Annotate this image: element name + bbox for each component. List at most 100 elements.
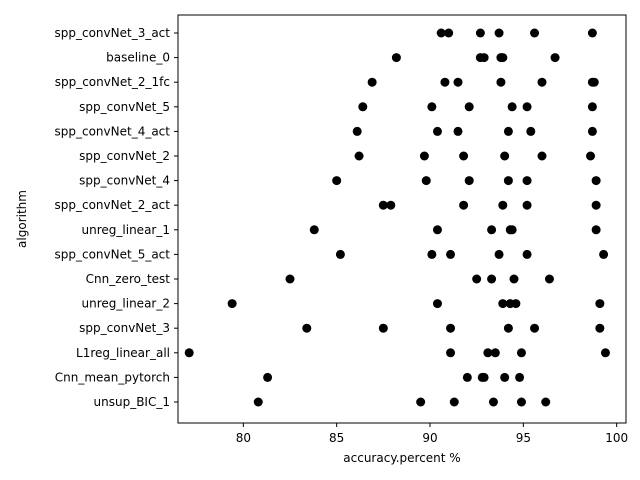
x-axis-ticks: 80 85 90 95 100 bbox=[236, 423, 628, 445]
data-point bbox=[587, 28, 597, 38]
data-point bbox=[479, 372, 489, 382]
x-tick-label: 80 bbox=[236, 431, 251, 445]
data-point bbox=[436, 28, 446, 38]
data-point bbox=[595, 299, 605, 309]
data-point bbox=[522, 102, 532, 112]
data-point bbox=[537, 151, 547, 161]
data-point bbox=[378, 323, 388, 333]
data-point bbox=[354, 151, 364, 161]
plot-background bbox=[178, 15, 626, 423]
y-tick-label: unsup_BIC_1 bbox=[94, 395, 170, 409]
data-point bbox=[522, 200, 532, 210]
x-tick-label: 85 bbox=[329, 431, 344, 445]
data-point bbox=[550, 53, 560, 63]
data-point bbox=[335, 249, 345, 259]
data-point bbox=[440, 77, 450, 87]
data-point bbox=[464, 176, 474, 186]
y-tick-label: L1reg_linear_all bbox=[76, 346, 170, 360]
data-point bbox=[522, 176, 532, 186]
data-point bbox=[599, 249, 609, 259]
data-point bbox=[378, 200, 388, 210]
data-point bbox=[487, 274, 497, 284]
data-point bbox=[498, 299, 508, 309]
y-tick-label: spp_convNet_5 bbox=[79, 100, 170, 114]
data-point bbox=[483, 348, 493, 358]
data-point bbox=[494, 28, 504, 38]
data-point bbox=[421, 176, 431, 186]
data-point bbox=[511, 299, 521, 309]
data-point bbox=[227, 299, 237, 309]
data-point bbox=[509, 274, 519, 284]
data-point bbox=[446, 323, 456, 333]
data-point bbox=[391, 53, 401, 63]
data-point bbox=[472, 274, 482, 284]
y-axis-ticks: spp_convNet_3_act baseline_0 spp_convNet_2… bbox=[55, 26, 178, 409]
x-axis-label: accuracy.percent % bbox=[343, 451, 460, 465]
data-point bbox=[464, 102, 474, 112]
data-point bbox=[432, 126, 442, 136]
y-tick-label: spp_convNet_2_act bbox=[55, 198, 171, 212]
data-point bbox=[475, 28, 485, 38]
y-tick-label: spp_convNet_3_act bbox=[55, 26, 171, 40]
data-point bbox=[494, 249, 504, 259]
data-point bbox=[487, 225, 497, 235]
data-point bbox=[386, 200, 396, 210]
data-point bbox=[496, 77, 506, 87]
y-tick-label: spp_convNet_4_act bbox=[55, 124, 171, 138]
data-point bbox=[541, 397, 551, 407]
data-point bbox=[462, 372, 472, 382]
data-point bbox=[503, 126, 513, 136]
data-point bbox=[591, 225, 601, 235]
data-point bbox=[587, 126, 597, 136]
data-point bbox=[503, 323, 513, 333]
data-point bbox=[367, 77, 377, 87]
data-point bbox=[285, 274, 295, 284]
data-point bbox=[446, 348, 456, 358]
data-point bbox=[591, 200, 601, 210]
data-point bbox=[416, 397, 426, 407]
data-point bbox=[591, 176, 601, 186]
data-point bbox=[507, 225, 517, 235]
y-tick-label: spp_convNet_2_1fc bbox=[55, 75, 170, 89]
data-point bbox=[522, 249, 532, 259]
data-point bbox=[526, 126, 536, 136]
data-point bbox=[459, 200, 469, 210]
data-point bbox=[332, 176, 342, 186]
y-tick-label: spp_convNet_5_act bbox=[55, 247, 171, 261]
data-point bbox=[427, 102, 437, 112]
data-point bbox=[479, 53, 489, 63]
data-point bbox=[586, 151, 596, 161]
data-point bbox=[432, 225, 442, 235]
data-point bbox=[488, 397, 498, 407]
data-point bbox=[490, 348, 500, 358]
data-point bbox=[530, 323, 540, 333]
data-point bbox=[587, 102, 597, 112]
data-point bbox=[459, 151, 469, 161]
data-point bbox=[358, 102, 368, 112]
data-point bbox=[515, 372, 525, 382]
data-point bbox=[498, 200, 508, 210]
data-point bbox=[530, 28, 540, 38]
y-axis-label: algorithm bbox=[15, 190, 29, 248]
data-point bbox=[352, 126, 362, 136]
data-point bbox=[507, 102, 517, 112]
data-point bbox=[444, 28, 454, 38]
data-point bbox=[544, 274, 554, 284]
data-point bbox=[516, 397, 526, 407]
data-point bbox=[503, 176, 513, 186]
data-point bbox=[449, 397, 459, 407]
data-point bbox=[498, 53, 508, 63]
x-tick-label: 90 bbox=[422, 431, 437, 445]
y-tick-label: Cnn_mean_pytorch bbox=[55, 370, 170, 384]
data-point bbox=[600, 348, 610, 358]
data-point bbox=[516, 348, 526, 358]
data-point bbox=[427, 249, 437, 259]
y-tick-label: unreg_linear_1 bbox=[82, 223, 170, 237]
data-point bbox=[419, 151, 429, 161]
data-point bbox=[500, 372, 510, 382]
data-point bbox=[432, 299, 442, 309]
data-point bbox=[263, 372, 273, 382]
x-tick-label: 95 bbox=[516, 431, 531, 445]
data-point bbox=[500, 151, 510, 161]
data-point bbox=[453, 77, 463, 87]
